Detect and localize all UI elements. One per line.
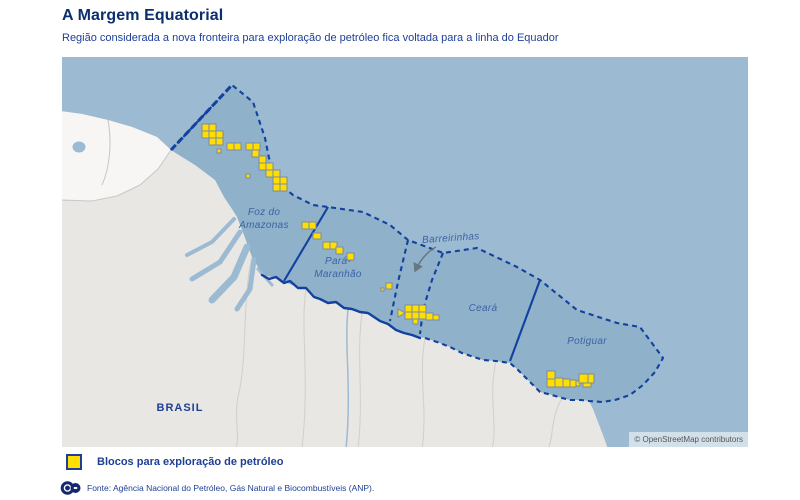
zone-west-boundary [169,83,234,152]
divider-foz-para [283,206,329,282]
equatorial-margin-zone [171,85,663,402]
oil-block [233,142,242,151]
oil-block [226,142,235,151]
oil-block [385,282,393,290]
oil-block [265,162,274,171]
oil-block [346,252,355,261]
country-label: BRASIL [157,402,204,414]
oil-blocks-foz-do-amazonas [201,123,288,192]
land-brazil [62,111,608,447]
oil-block [569,379,577,388]
coast-boundary [260,273,422,340]
oil-block [272,169,281,178]
oil-block [279,183,288,192]
oil-block [215,137,224,146]
oil-block [279,176,288,185]
land-guianas [62,111,171,201]
legend: Blocos para exploração de petróleo [66,454,283,470]
oil-block [418,311,427,320]
oil-block [201,123,210,132]
oil-block [308,221,317,230]
oil-block [582,382,592,388]
dw-logo-icon [60,481,81,495]
oil-block [265,169,274,178]
osm-attribution: © OpenStreetMap contributors [629,432,748,447]
oil-block [201,130,210,139]
oil-block [418,304,427,313]
oil-block-pointer-icon [397,308,407,318]
sector-dividers [283,206,541,362]
oil-block [272,176,281,185]
oil-block-swatch-icon [66,454,82,470]
footer: Fonte: Agência Nacional do Petróleo, Gás… [60,480,374,496]
region-label-foz-do-amazonas: Foz do Amazonas [238,207,289,231]
country-border-inner [101,119,111,186]
oil-block [216,148,222,154]
map: Foz do Amazonas Pará-Maranhão Barreirinhas C… [62,57,748,447]
oil-block [562,378,571,388]
oil-block [208,137,217,146]
region-label-ceara: Ceará [469,303,498,314]
oil-block [335,246,344,255]
oil-block [412,318,419,325]
country-border [62,149,172,202]
divider-ceara-potiguar [509,279,541,362]
oil-block [258,155,267,164]
oil-block [404,304,413,313]
oil-block [546,378,556,388]
oil-blocks-ceara [397,304,440,325]
oil-block [578,373,589,384]
oil-block [258,162,267,171]
region-label-barreirinhas: Barreirinhas [422,231,480,246]
amazon-delta-rivers [72,141,350,447]
legend-label: Blocos para exploração de petróleo [97,456,284,468]
oil-block [272,183,281,192]
oil-block [587,373,595,384]
oil-blocks-para-maranhao [301,221,393,292]
divider-barreirinhas-east [418,252,444,335]
oil-block [301,221,310,230]
region-label-para-maranhao: Pará-Maranhão [314,256,362,280]
oil-block [322,241,331,250]
oil-block [380,287,385,292]
oil-block [252,142,261,151]
oil-block [245,142,254,151]
page-title: A Margem Equatorial [62,7,224,24]
oil-block [425,312,434,321]
region-labels-layer: Foz do Amazonas Pará-Maranhão Barreirinhas C… [238,207,607,347]
oil-block [329,241,338,250]
region-label-potiguar: Potiguar [567,336,607,347]
oil-block [208,123,217,132]
barreirinhas-arrow-icon [413,246,437,273]
zone-dashed-boundary [170,83,665,404]
oil-block [411,304,420,313]
oil-block [404,311,413,320]
oil-block [245,173,251,179]
oil-blocks-layer [201,123,595,388]
source-text: Fonte: Agência Nacional do Petróleo, Gás… [87,483,375,493]
oil-block [251,149,260,158]
oil-block [554,377,564,388]
oil-block [208,130,217,139]
map-canvas: Foz do Amazonas Pará-Maranhão Barreirinhas C… [62,57,748,447]
oil-block [215,130,224,139]
oil-block [432,314,440,321]
page-subtitle: Região considerada a nova fronteira para… [62,32,559,44]
lake [72,141,86,153]
oil-block [312,232,322,240]
oil-blocks-potiguar [546,370,595,388]
oil-block [411,311,420,320]
oil-block [546,370,556,380]
